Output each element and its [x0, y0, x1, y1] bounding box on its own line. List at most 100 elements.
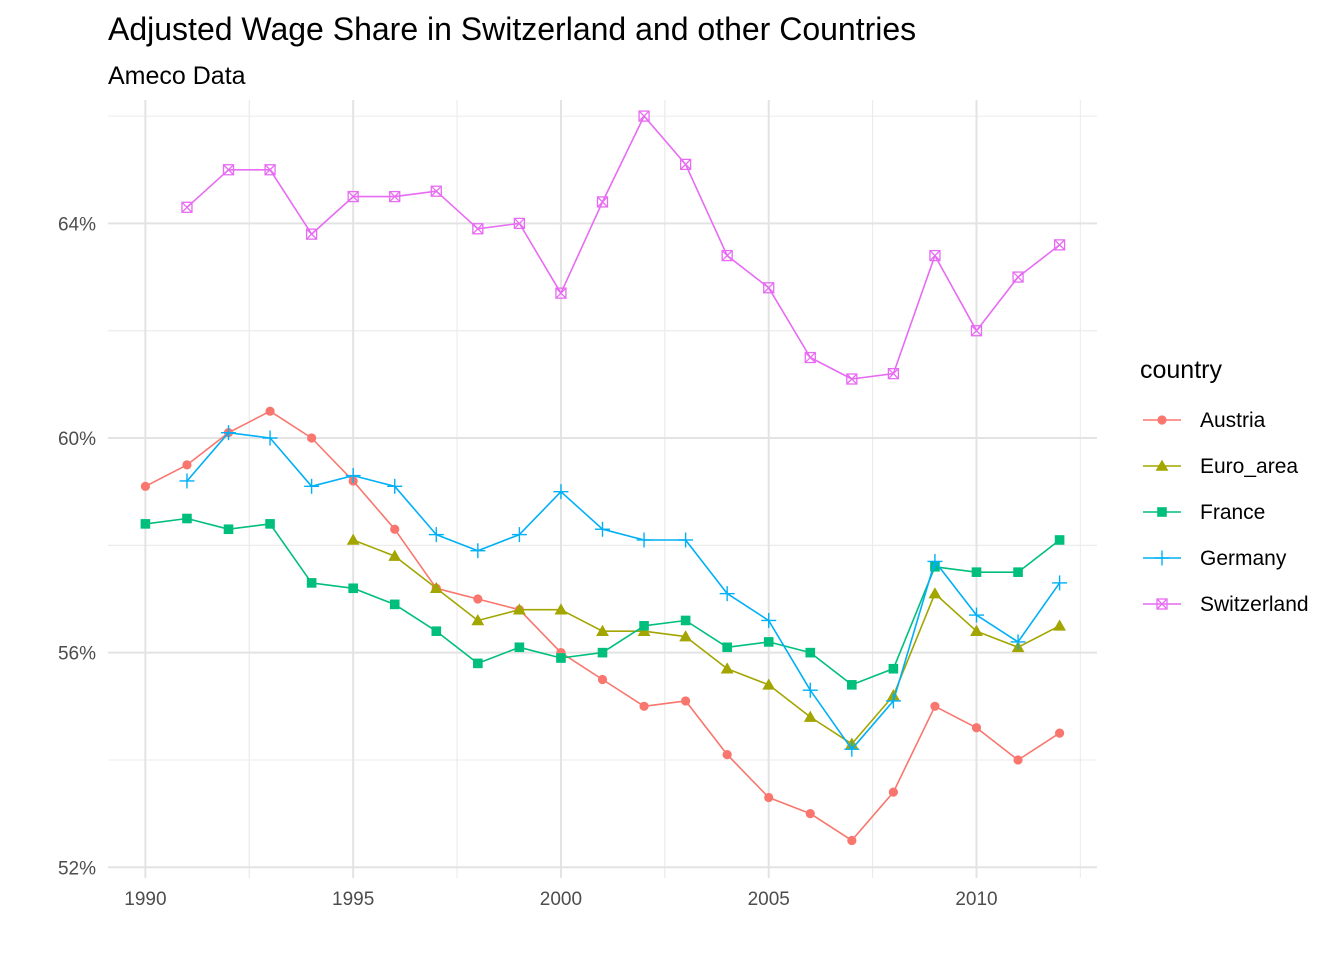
legend-key-marker	[1157, 415, 1167, 425]
x-axis: 1990 1995 2000 2005 2010	[124, 889, 997, 910]
data-point-france	[306, 578, 317, 588]
x-tick-label: 1990	[124, 889, 166, 910]
data-point-france	[223, 524, 234, 535]
data-point-france	[680, 615, 691, 626]
data-point-france	[971, 567, 982, 577]
data-point-switzerland	[679, 158, 692, 171]
legend-key-marker	[1155, 459, 1169, 471]
x-tick-label: 1995	[332, 889, 374, 910]
data-point-switzerland	[929, 249, 941, 262]
data-point-euro-area	[346, 533, 360, 545]
data-point-germany	[678, 532, 694, 548]
data-point-france	[389, 599, 400, 610]
data-point-france	[348, 583, 358, 594]
data-point-france	[1013, 567, 1023, 577]
data-point-switzerland	[555, 287, 567, 299]
chart-subtitle: Ameco Data	[108, 62, 246, 90]
data-point-austria	[930, 701, 940, 711]
y-tick-label: 52%	[58, 858, 96, 879]
data-point-france	[847, 680, 857, 690]
series-germany	[179, 425, 1068, 757]
data-point-switzerland	[763, 282, 775, 294]
data-point-switzerland	[430, 185, 442, 197]
data-point-germany	[345, 468, 361, 484]
x-tick-label: 2005	[748, 889, 790, 910]
series-layer	[140, 110, 1068, 846]
data-point-germany	[719, 586, 735, 602]
data-point-switzerland	[1012, 271, 1024, 283]
series-line-switzerland	[186, 115, 1061, 380]
data-point-france	[556, 653, 566, 663]
data-point-austria	[140, 481, 150, 491]
data-point-france	[1054, 535, 1065, 545]
legend-key-marker	[1156, 598, 1168, 610]
data-point-switzerland	[305, 228, 318, 240]
data-point-germany	[387, 478, 403, 494]
data-point-france	[639, 621, 649, 631]
data-point-germany	[179, 473, 195, 489]
data-point-austria	[597, 674, 608, 685]
data-point-germany	[1052, 575, 1068, 591]
y-tick-label: 60%	[58, 429, 96, 450]
legend-label: France	[1200, 501, 1265, 524]
legend-item-euro-area: Euro_area	[1143, 455, 1298, 478]
data-point-france	[597, 647, 608, 658]
legend-label: Germany	[1200, 547, 1287, 570]
data-point-switzerland	[347, 190, 359, 203]
legend: country Austria Euro_area France Germany Swi…	[1140, 356, 1309, 616]
series-switzerland	[181, 110, 1066, 385]
legend-item-france: France	[1143, 501, 1265, 524]
data-point-switzerland	[1053, 239, 1066, 251]
data-point-euro-area	[1053, 619, 1067, 631]
data-point-switzerland	[970, 325, 983, 337]
data-point-switzerland	[638, 110, 650, 122]
data-point-austria	[1055, 728, 1065, 738]
data-point-germany	[304, 478, 320, 494]
legend-key-marker	[1157, 507, 1167, 517]
data-point-euro-area	[720, 662, 734, 674]
minor-gridlines	[108, 100, 1097, 878]
data-point-euro-area	[512, 603, 526, 615]
data-point-switzerland	[513, 217, 526, 230]
data-point-switzerland	[264, 164, 276, 176]
x-tick-label: 2010	[955, 889, 997, 910]
legend-label: Switzerland	[1200, 593, 1309, 616]
data-point-france	[140, 519, 151, 529]
series-france	[140, 513, 1065, 690]
data-point-euro-area	[471, 614, 485, 626]
data-point-euro-area	[970, 624, 983, 636]
data-point-germany	[636, 532, 652, 548]
data-point-france	[722, 642, 732, 653]
data-point-austria	[473, 594, 483, 604]
legend-label: Austria	[1200, 409, 1266, 432]
legend-label: Euro_area	[1200, 455, 1298, 478]
data-point-switzerland	[721, 249, 733, 262]
data-point-germany	[428, 527, 444, 543]
major-gridlines	[108, 100, 1097, 878]
data-point-france	[431, 626, 442, 636]
legend-item-germany: Germany	[1143, 547, 1287, 570]
data-point-austria	[805, 809, 815, 819]
y-tick-label: 64%	[58, 214, 96, 235]
data-point-austria	[681, 696, 691, 706]
data-point-euro-area	[803, 710, 817, 722]
data-point-france	[805, 647, 816, 658]
data-point-france	[182, 513, 192, 524]
data-point-switzerland	[846, 373, 858, 385]
data-point-austria	[847, 835, 857, 846]
data-point-euro-area	[429, 581, 443, 594]
data-point-france	[888, 663, 899, 674]
data-point-germany	[262, 430, 278, 446]
series-line-germany	[186, 431, 1061, 751]
data-point-euro-area	[554, 603, 568, 615]
data-point-switzerland	[222, 164, 235, 176]
data-point-france	[265, 519, 275, 529]
data-point-euro-area	[596, 624, 609, 636]
y-tick-label: 56%	[58, 644, 96, 665]
data-point-austria	[639, 701, 649, 711]
data-point-austria	[390, 524, 400, 534]
data-point-france	[473, 658, 483, 669]
data-point-france	[514, 642, 525, 653]
data-point-euro-area	[388, 549, 402, 561]
